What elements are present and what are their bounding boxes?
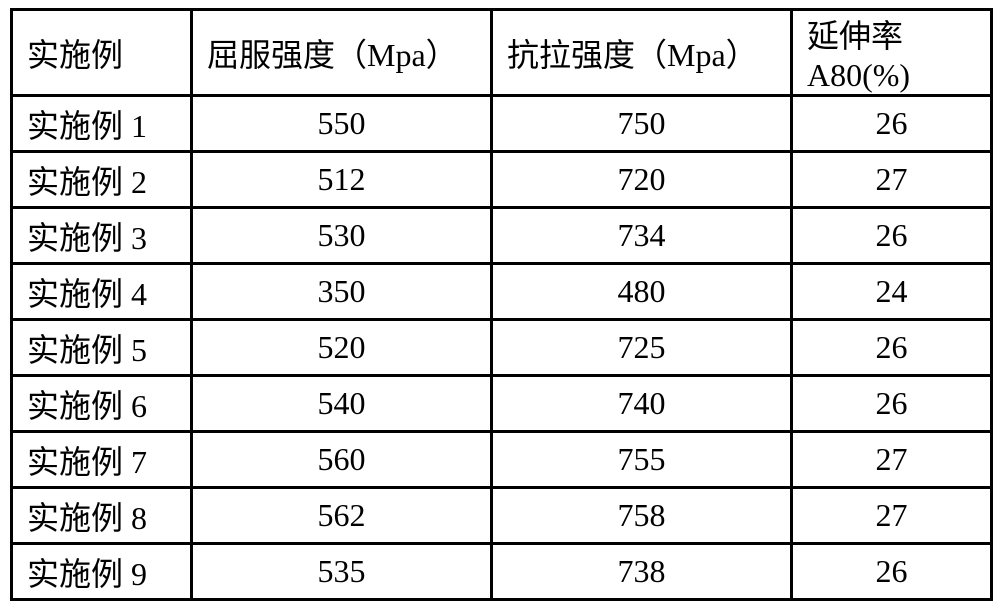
table-row: 实施例 8 562 758 27: [12, 488, 992, 544]
table-row: 实施例 7 560 755 27: [12, 432, 992, 488]
cell-yield: 550: [192, 96, 492, 152]
cell-elong: 26: [792, 376, 992, 432]
row-label: 实施例 9: [12, 544, 192, 600]
table-row: 实施例 2 512 720 27: [12, 152, 992, 208]
cell-tensile: 740: [492, 376, 792, 432]
table-row: 实施例 1 550 750 26: [12, 96, 992, 152]
cell-yield: 530: [192, 208, 492, 264]
table-container: 实施例 屈服强度（Mpa） 抗拉强度（Mpa） 延伸率 A80(%) 实施例 1…: [0, 0, 1000, 609]
cell-tensile: 750: [492, 96, 792, 152]
row-label: 实施例 1: [12, 96, 192, 152]
cell-tensile: 720: [492, 152, 792, 208]
cell-yield: 520: [192, 320, 492, 376]
cell-tensile: 734: [492, 208, 792, 264]
table-row: 实施例 4 350 480 24: [12, 264, 992, 320]
cell-elong: 26: [792, 320, 992, 376]
cell-elong: 26: [792, 96, 992, 152]
cell-tensile: 755: [492, 432, 792, 488]
table-row: 实施例 6 540 740 26: [12, 376, 992, 432]
row-label: 实施例 8: [12, 488, 192, 544]
table-header-row: 实施例 屈服强度（Mpa） 抗拉强度（Mpa） 延伸率 A80(%): [12, 10, 992, 96]
cell-yield: 512: [192, 152, 492, 208]
cell-elong: 24: [792, 264, 992, 320]
cell-yield: 350: [192, 264, 492, 320]
row-label: 实施例 2: [12, 152, 192, 208]
row-label: 实施例 4: [12, 264, 192, 320]
cell-tensile: 738: [492, 544, 792, 600]
cell-elong: 26: [792, 208, 992, 264]
row-label: 实施例 3: [12, 208, 192, 264]
cell-yield: 535: [192, 544, 492, 600]
row-label: 实施例 7: [12, 432, 192, 488]
data-table: 实施例 屈服强度（Mpa） 抗拉强度（Mpa） 延伸率 A80(%) 实施例 1…: [10, 8, 993, 601]
cell-yield: 560: [192, 432, 492, 488]
row-label: 实施例 5: [12, 320, 192, 376]
cell-yield: 540: [192, 376, 492, 432]
col-header-elongation: 延伸率 A80(%): [792, 10, 992, 96]
cell-tensile: 758: [492, 488, 792, 544]
col-header-example: 实施例: [12, 10, 192, 96]
cell-elong: 27: [792, 488, 992, 544]
col-header-yield: 屈服强度（Mpa）: [192, 10, 492, 96]
cell-tensile: 725: [492, 320, 792, 376]
cell-elong: 27: [792, 432, 992, 488]
table-row: 实施例 3 530 734 26: [12, 208, 992, 264]
cell-elong: 26: [792, 544, 992, 600]
row-label: 实施例 6: [12, 376, 192, 432]
table-row: 实施例 9 535 738 26: [12, 544, 992, 600]
cell-yield: 562: [192, 488, 492, 544]
cell-tensile: 480: [492, 264, 792, 320]
cell-elong: 27: [792, 152, 992, 208]
col-header-tensile: 抗拉强度（Mpa）: [492, 10, 792, 96]
table-row: 实施例 5 520 725 26: [12, 320, 992, 376]
